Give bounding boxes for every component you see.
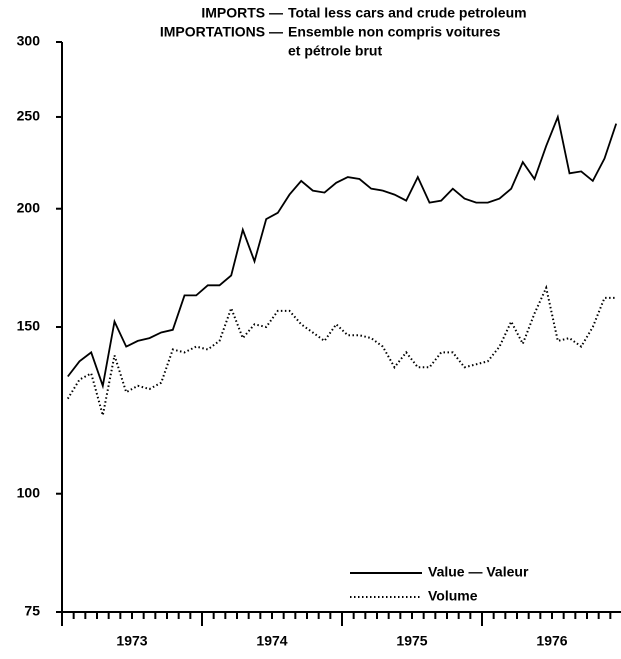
series-line (67, 113, 618, 390)
y-tick-label: 75 (24, 603, 40, 619)
x-tick-label: 1976 (536, 633, 567, 649)
legend-label: Volume (428, 588, 478, 604)
y-tick-label: 300 (17, 33, 41, 49)
x-tick-label: 1974 (256, 633, 287, 649)
y-tick-label: 100 (17, 484, 41, 500)
x-tick-label: 1973 (116, 633, 147, 649)
y-tick-label: 200 (17, 199, 41, 215)
y-tick-label: 250 (17, 108, 41, 124)
legend-label: Value — Valeur (428, 564, 529, 580)
title-text: Ensemble non compris voitures (288, 24, 501, 40)
title-text: et pétrole brut (288, 43, 382, 59)
x-tick-label: 1975 (396, 633, 427, 649)
title-text: Total less cars and crude petroleum (288, 5, 527, 21)
y-tick-label: 150 (17, 318, 41, 334)
title-label: IMPORTATIONS — (160, 24, 283, 40)
title-label: IMPORTS — (201, 5, 283, 21)
series-line (66, 284, 617, 416)
